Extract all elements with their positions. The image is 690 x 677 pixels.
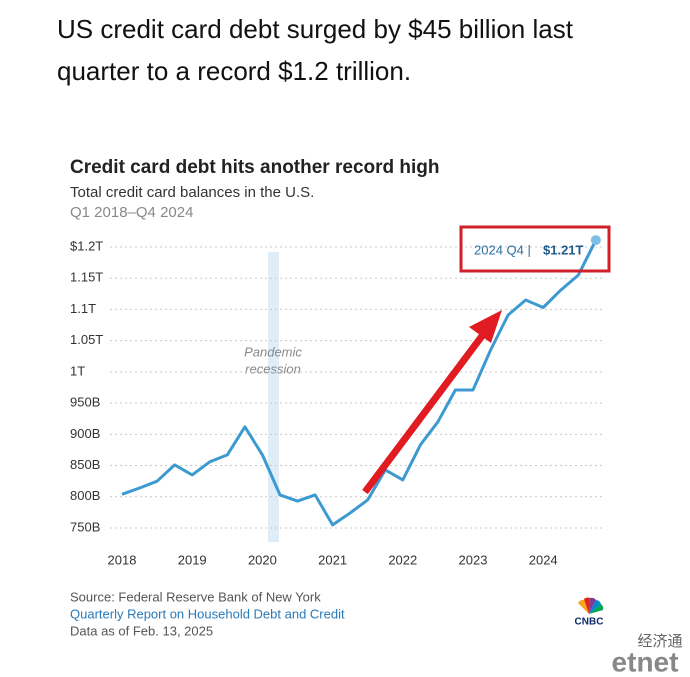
x-tick-label: 2021 bbox=[318, 552, 347, 567]
line bbox=[121, 239, 598, 527]
last-period: 2024 Q4 | bbox=[474, 242, 531, 257]
highlight-box bbox=[459, 225, 611, 273]
chart-title: Credit card debt hits another record hig… bbox=[70, 157, 440, 178]
y-tick-label: 750B bbox=[70, 519, 100, 534]
y-tick-label: 1.05T bbox=[70, 332, 103, 347]
y-tick-label: 850B bbox=[70, 457, 100, 472]
point bbox=[590, 235, 601, 246]
trend-arrow bbox=[362, 333, 485, 495]
chart-subtitle: Total credit card balances in the U.S. bbox=[70, 184, 314, 201]
x-tick-label: 2019 bbox=[178, 552, 207, 567]
cnbc-peacock bbox=[578, 597, 604, 614]
y-tick-label: $1.2T bbox=[70, 238, 103, 253]
chart-period: Q1 2018–Q4 2024 bbox=[70, 204, 193, 221]
value-label: $1.21T bbox=[543, 242, 584, 257]
trend-arrow-head bbox=[469, 310, 502, 343]
x-tick-label: 2020 bbox=[248, 552, 277, 567]
x-tick-label: 2023 bbox=[459, 552, 488, 567]
y-tick-label: 950B bbox=[70, 395, 100, 410]
headline: US credit card debt surged by $45 billio… bbox=[57, 14, 574, 44]
y-tick-label: 800B bbox=[70, 488, 100, 503]
y-tick-label: 1.15T bbox=[70, 270, 103, 285]
watermark: 经济通 bbox=[637, 633, 682, 650]
watermark: etnet bbox=[612, 646, 679, 677]
source: Source: Federal Reserve Bank of New York bbox=[70, 589, 321, 604]
source-link: Quarterly Report on Household Debt and C… bbox=[70, 606, 345, 621]
source-date: Data as of Feb. 13, 2025 bbox=[70, 623, 213, 638]
x-tick-label: 2018 bbox=[108, 552, 137, 567]
annotation: recession bbox=[245, 361, 301, 376]
y-tick-label: 1T bbox=[70, 363, 85, 378]
logo: CNBC bbox=[575, 617, 604, 628]
headline: quarter to a record $1.2 trillion. bbox=[57, 56, 411, 86]
y-tick-label: 900B bbox=[70, 426, 100, 441]
recession-band bbox=[268, 252, 279, 542]
y-tick-label: 1.1T bbox=[70, 301, 96, 316]
annotation: Pandemic bbox=[244, 344, 302, 359]
x-tick-label: 2022 bbox=[388, 552, 417, 567]
x-tick-label: 2024 bbox=[529, 552, 558, 567]
